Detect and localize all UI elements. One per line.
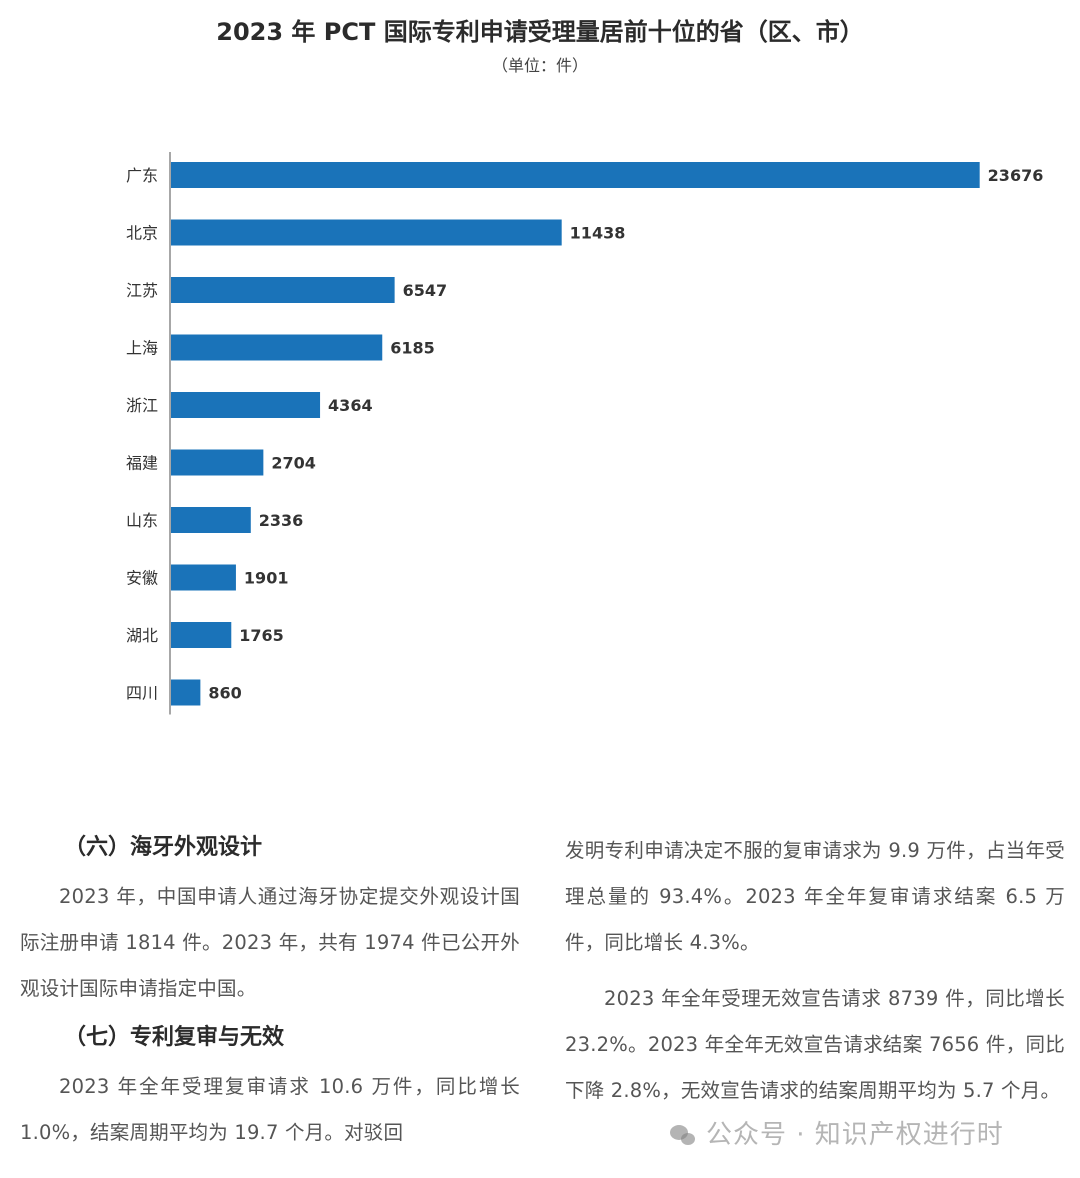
category-label: 广东 [126, 166, 158, 185]
wechat-icon [670, 1124, 696, 1146]
chart-title: 2023 年 PCT 国际专利申请受理量居前十位的省（区、市） [216, 18, 864, 46]
bar [171, 507, 251, 533]
data-label: 2336 [259, 511, 304, 530]
bar [171, 449, 264, 476]
paragraph-hague: 2023 年，中国申请人通过海牙协定提交外观设计国际注册申请 1814 件。20… [20, 885, 520, 1000]
paragraph-reexamination: 2023 年全年受理复审请求 10.6 万件，同比增长 1.0%，结案周期平均为… [20, 1075, 520, 1144]
data-label: 4364 [328, 396, 373, 415]
right-column: 发明专利申请决定不服的复审请求为 9.9 万件，占当年受理总量的 93.4%。2… [565, 828, 1065, 1114]
section-heading-reexamination: （七）专利复审与无效 [64, 1025, 285, 1050]
data-label: 6547 [403, 281, 448, 300]
data-label: 1901 [244, 569, 289, 588]
bar [171, 622, 232, 648]
bar [171, 564, 236, 591]
left-column: （六）海牙外观设计 2023 年，中国申请人通过海牙协定提交外观设计国际注册申请… [20, 828, 520, 1156]
bar [171, 277, 395, 303]
data-label: 11438 [570, 224, 626, 243]
category-label: 江苏 [126, 281, 158, 300]
paragraph-reexamination-continued: 发明专利申请决定不服的复审请求为 9.9 万件，占当年受理总量的 93.4%。2… [565, 839, 1065, 954]
bar [171, 334, 383, 361]
section-heading-hague: （六）海牙外观设计 [64, 835, 263, 860]
data-label: 860 [208, 684, 241, 703]
category-label: 北京 [126, 224, 158, 243]
data-label: 1765 [239, 626, 284, 645]
data-label: 6185 [390, 339, 435, 358]
category-label: 浙江 [126, 396, 158, 415]
bar-chart: 广东 23676 北京 11438 江苏 6547 上海 6185 浙江 4364 福建 2704 山东… [126, 152, 1044, 715]
watermark-text: 公众号 · 知识产权进行时 [706, 1120, 1004, 1150]
bar [171, 162, 980, 188]
category-label: 四川 [126, 684, 158, 703]
chart-subtitle: （单位：件） [491, 56, 588, 75]
watermark: 公众号 · 知识产权进行时 [670, 1114, 1004, 1151]
data-label: 2704 [271, 454, 316, 473]
bar [171, 392, 321, 418]
category-label: 湖北 [126, 626, 158, 645]
bar [171, 219, 562, 246]
bar [171, 679, 201, 706]
category-label: 安徽 [126, 569, 158, 588]
paragraph-invalidation: 2023 年全年受理无效宣告请求 8739 件，同比增长 23.2%。2023 … [565, 987, 1065, 1102]
category-label: 福建 [126, 454, 158, 473]
category-label: 上海 [126, 339, 158, 358]
category-label: 山东 [126, 511, 158, 530]
data-label: 23676 [988, 166, 1044, 185]
